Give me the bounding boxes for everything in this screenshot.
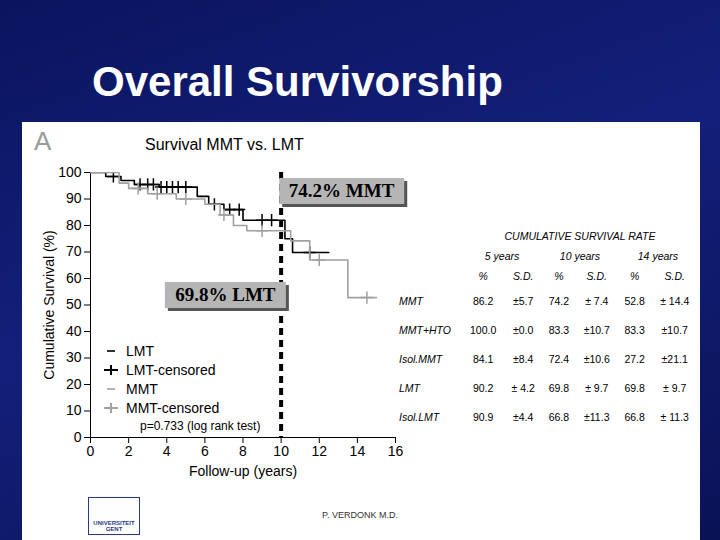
html-text:90.9: 90.9 (472, 410, 494, 423)
svg-text:30: 30 (66, 349, 82, 365)
svg-text:2: 2 (125, 443, 133, 459)
svg-text:Cumulative Survival (%): Cumulative Survival (%) (41, 230, 57, 379)
html-text:P. VERDONK M.D.: P. VERDONK M.D. (322, 510, 398, 520)
html-text:69.8: 69.8 (548, 381, 570, 394)
svg-text:14: 14 (350, 443, 366, 459)
html-text:MMT: MMT (126, 380, 158, 397)
html-text:±5.7: ±5.7 (513, 294, 534, 307)
html-text:Isol.MMT: Isol.MMT (399, 352, 443, 365)
html-text:±8.4: ±8.4 (513, 352, 534, 365)
html-text:± 9.7: ± 9.7 (663, 381, 687, 394)
html-text:66.8: 66.8 (548, 410, 570, 423)
svg-text:Follow-up (years): Follow-up (years) (189, 463, 297, 479)
html-text:p=0.733 (log rank test): p=0.733 (log rank test) (140, 419, 261, 433)
html-text:Overall Survivorship: Overall Survivorship (92, 58, 503, 105)
svg-text:60: 60 (66, 270, 82, 286)
svg-text:16: 16 (388, 443, 404, 459)
html-text:S.D.: S.D. (664, 270, 685, 282)
html-text:LMT: LMT (399, 381, 420, 394)
svg-text:50: 50 (66, 296, 82, 312)
html-text:MMT+HTO: MMT+HTO (399, 323, 451, 336)
svg-text:70: 70 (66, 243, 82, 259)
html-text:MMT-censored: MMT-censored (126, 399, 220, 416)
html-text:± 7.4: ± 7.4 (585, 294, 609, 307)
html-text:100.0: 100.0 (470, 323, 497, 336)
html-text:±11.3: ±11.3 (584, 410, 610, 423)
svg-text:90: 90 (66, 190, 82, 206)
html-text:± 4.2: ± 4.2 (511, 381, 535, 394)
svg-text:12: 12 (311, 443, 327, 459)
svg-text:10: 10 (66, 402, 82, 418)
html-text:52.8: 52.8 (624, 294, 645, 307)
svg-text:80: 80 (66, 217, 82, 233)
html-text:±10.6: ±10.6 (583, 352, 610, 365)
html-text:10 years: 10 years (559, 250, 601, 262)
svg-text:0: 0 (74, 429, 82, 445)
html-text:LMT-censored: LMT-censored (126, 361, 216, 378)
html-text:14 years: 14 years (637, 250, 679, 262)
html-text:27.2: 27.2 (624, 352, 645, 365)
html-text:UNIVERSITEIT GENT: UNIVERSITEIT GENT (93, 520, 135, 532)
svg-text:0: 0 (87, 443, 95, 459)
html-text:CUMULATIVE SURVIVAL RATE: CUMULATIVE SURVIVAL RATE (504, 230, 656, 242)
html-text:86.2: 86.2 (472, 294, 494, 307)
html-text:±10.7: ±10.7 (583, 323, 610, 336)
svg-text:10: 10 (273, 443, 289, 459)
html-text:± 14.4: ± 14.4 (660, 294, 690, 307)
html-text:S.D.: S.D. (513, 270, 534, 282)
svg-text:40: 40 (66, 323, 82, 339)
html-text:69.8% LMT: 69.8% LMT (175, 284, 276, 306)
html-text:69.8: 69.8 (624, 381, 645, 394)
html-text:83.3: 83.3 (624, 323, 645, 336)
svg-text:100: 100 (58, 164, 82, 180)
html-text:Survival MMT vs. LMT: Survival MMT vs. LMT (145, 136, 304, 153)
html-text:83.3: 83.3 (548, 323, 570, 336)
html-text:MMT: MMT (399, 294, 423, 307)
html-text:± 9.7: ± 9.7 (585, 381, 609, 394)
html-text:72.4: 72.4 (548, 352, 570, 365)
html-text:±10.7: ±10.7 (661, 323, 688, 336)
svg-text:4: 4 (163, 443, 171, 459)
html-text:90.2: 90.2 (472, 381, 494, 394)
svg-text:20: 20 (66, 376, 82, 392)
html-text:±4.4: ±4.4 (513, 410, 534, 423)
html-text:LMT: LMT (126, 342, 154, 359)
html-text:±21.1: ±21.1 (661, 352, 688, 365)
html-text:±0.0: ±0.0 (513, 323, 534, 336)
svg-text:8: 8 (239, 443, 247, 459)
html-text:S.D.: S.D. (586, 270, 607, 282)
html-text:± 11.3: ± 11.3 (660, 410, 689, 423)
html-text:Isol.LMT: Isol.LMT (399, 410, 440, 423)
html-text:5 years: 5 years (484, 250, 520, 262)
html-text:74.2% MMT: 74.2% MMT (288, 179, 395, 201)
html-text:84.1: 84.1 (472, 352, 494, 365)
html-text:66.8: 66.8 (624, 410, 645, 423)
html-text:A: A (34, 126, 52, 156)
html-text:74.2: 74.2 (548, 294, 570, 307)
svg-text:6: 6 (201, 443, 209, 459)
